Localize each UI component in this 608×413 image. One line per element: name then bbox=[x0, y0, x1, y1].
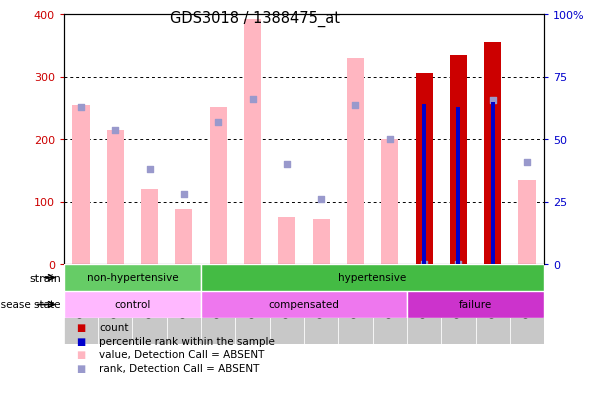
Text: ■: ■ bbox=[76, 363, 85, 373]
Point bbox=[111, 127, 120, 134]
Point bbox=[247, 97, 257, 103]
Text: GSM180061: GSM180061 bbox=[317, 267, 326, 317]
Text: GSM180073: GSM180073 bbox=[488, 267, 497, 318]
Bar bbox=[422, 105, 426, 264]
Text: GDS3018 / 1388475_at: GDS3018 / 1388475_at bbox=[170, 10, 340, 26]
Point bbox=[419, 261, 429, 268]
Text: GSM180059: GSM180059 bbox=[282, 267, 291, 317]
Point bbox=[316, 196, 326, 203]
Point bbox=[454, 261, 463, 268]
Bar bbox=[457, 107, 460, 264]
Text: disease state: disease state bbox=[0, 300, 61, 310]
Bar bbox=[175, 209, 193, 264]
Bar bbox=[270, 264, 304, 344]
Bar bbox=[347, 59, 364, 264]
Bar bbox=[72, 105, 89, 264]
Text: GSM180065: GSM180065 bbox=[385, 267, 394, 317]
Text: GSM180075: GSM180075 bbox=[522, 267, 531, 317]
Point bbox=[522, 159, 532, 166]
Bar bbox=[244, 20, 261, 264]
Text: GSM180062: GSM180062 bbox=[351, 267, 360, 317]
Bar bbox=[338, 264, 373, 344]
Bar bbox=[407, 264, 441, 344]
Bar bbox=[407, 291, 544, 318]
Text: hypertensive: hypertensive bbox=[339, 273, 407, 283]
Text: GSM180068: GSM180068 bbox=[420, 267, 429, 318]
Bar bbox=[450, 55, 467, 264]
Text: non-hypertensive: non-hypertensive bbox=[87, 273, 178, 283]
Point bbox=[76, 104, 86, 111]
Text: value, Detection Call = ABSENT: value, Detection Call = ABSENT bbox=[99, 350, 264, 360]
Bar bbox=[167, 264, 201, 344]
Bar bbox=[278, 218, 295, 264]
Bar bbox=[64, 291, 201, 318]
Point bbox=[213, 119, 223, 126]
Text: GSM180085: GSM180085 bbox=[145, 267, 154, 317]
Bar bbox=[313, 219, 330, 264]
Point bbox=[488, 98, 497, 104]
Text: GSM180082: GSM180082 bbox=[111, 267, 120, 317]
Text: failure: failure bbox=[459, 300, 492, 310]
Text: ■: ■ bbox=[76, 336, 85, 346]
Bar bbox=[491, 102, 495, 264]
Bar bbox=[304, 264, 338, 344]
Point bbox=[145, 166, 154, 173]
Bar bbox=[235, 264, 270, 344]
Bar bbox=[381, 140, 398, 264]
Text: compensated: compensated bbox=[269, 300, 339, 310]
Bar bbox=[201, 264, 544, 291]
Bar bbox=[415, 74, 433, 264]
Bar bbox=[141, 190, 158, 264]
Bar bbox=[475, 264, 510, 344]
Point bbox=[351, 103, 361, 109]
Text: GSM180079: GSM180079 bbox=[77, 267, 86, 317]
Text: percentile rank within the sample: percentile rank within the sample bbox=[99, 336, 275, 346]
Bar bbox=[519, 180, 536, 264]
Text: ■: ■ bbox=[76, 350, 85, 360]
Text: strain: strain bbox=[29, 273, 61, 283]
Text: GSM180089: GSM180089 bbox=[179, 267, 188, 317]
Bar bbox=[201, 291, 407, 318]
Point bbox=[282, 161, 292, 168]
Bar bbox=[510, 264, 544, 344]
Text: GSM180069: GSM180069 bbox=[454, 267, 463, 317]
Text: count: count bbox=[99, 323, 129, 332]
Text: ■: ■ bbox=[76, 323, 85, 332]
Bar bbox=[441, 264, 475, 344]
Bar bbox=[107, 131, 124, 264]
Bar bbox=[201, 264, 235, 344]
Text: GSM180057: GSM180057 bbox=[248, 267, 257, 317]
Bar bbox=[210, 107, 227, 264]
Bar bbox=[64, 264, 201, 291]
Point bbox=[385, 136, 395, 143]
Bar bbox=[133, 264, 167, 344]
Bar bbox=[484, 43, 501, 264]
Bar bbox=[64, 264, 98, 344]
Bar bbox=[373, 264, 407, 344]
Point bbox=[179, 191, 188, 198]
Text: GSM178755: GSM178755 bbox=[214, 267, 223, 318]
Text: control: control bbox=[114, 300, 151, 310]
Text: rank, Detection Call = ABSENT: rank, Detection Call = ABSENT bbox=[99, 363, 260, 373]
Bar bbox=[98, 264, 133, 344]
